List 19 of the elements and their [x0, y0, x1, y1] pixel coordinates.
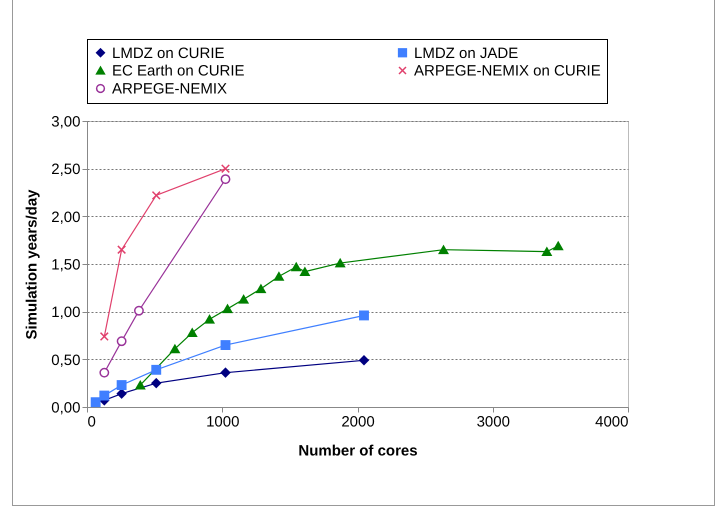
legend-label: LMDZ on JADE — [414, 44, 518, 62]
y-tick-label: 2,50 — [51, 161, 80, 178]
x-axis-title: Number of cores — [298, 442, 418, 460]
y-tick-label: 1,00 — [51, 304, 80, 322]
legend-label: ARPEGE-NEMIX on CURIE — [414, 62, 601, 80]
legend-label: ARPEGE-NEMIX — [112, 80, 228, 98]
y-tick-label: 3,00 — [51, 114, 80, 130]
legend-label: LMDZ on CURIE — [112, 44, 225, 62]
y-tick-label: 0,00 — [51, 400, 80, 416]
x-tick-label: 0 — [88, 414, 96, 430]
y-tick-label: 0,50 — [51, 352, 80, 369]
y-axis-title: Simulation years/day — [23, 188, 40, 340]
x-tick-label: 4000 — [595, 414, 628, 430]
x-tick-label: 2000 — [341, 414, 375, 430]
y-tick-label: 2,00 — [51, 208, 80, 226]
x-tick-label: 1000 — [206, 414, 240, 430]
y-tick-label: 1,50 — [51, 256, 80, 274]
legend-label: EC Earth on CURIE — [112, 62, 245, 80]
x-tick-label: 3000 — [476, 414, 510, 430]
